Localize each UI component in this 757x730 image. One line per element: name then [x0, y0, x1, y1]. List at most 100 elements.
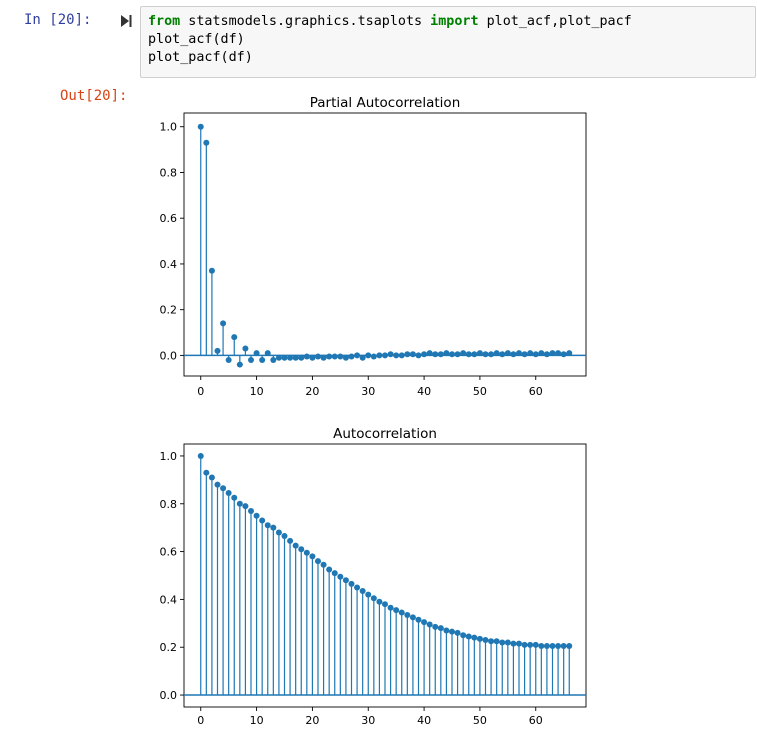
pacf-point-lag-64 — [555, 350, 562, 357]
acf-point-lag-41 — [426, 621, 433, 628]
pacf-point-lag-9 — [248, 356, 254, 363]
pacf-ytick-label-3: 0.6 — [160, 212, 178, 225]
acf-point-lag-15 — [281, 533, 288, 540]
pacf-point-lag-57 — [516, 350, 522, 357]
pacf-point-lag-16 — [287, 354, 294, 361]
pacf-point-lag-24 — [331, 353, 338, 360]
acf-ytick-label-3: 0.6 — [160, 546, 178, 559]
acf-ytick-label-5: 1.0 — [160, 450, 178, 463]
pacf-point-lag-33 — [382, 352, 388, 359]
pacf-point-lag-4 — [220, 320, 227, 327]
acf-point-lag-36 — [398, 609, 405, 616]
acf-point-lag-39 — [415, 616, 422, 623]
keyword-from: from — [148, 14, 181, 29]
pacf-point-lag-21 — [315, 353, 321, 360]
acf-point-lag-43 — [437, 625, 444, 632]
acf-point-lag-13 — [270, 524, 277, 531]
imported-names: plot_acf,plot_pacf — [478, 14, 632, 29]
acf-point-lag-38 — [409, 614, 416, 621]
acf-point-lag-26 — [342, 577, 349, 584]
acf-point-lag-45 — [449, 628, 455, 635]
pacf-point-lag-61 — [538, 350, 545, 357]
acf-point-lag-29 — [359, 588, 366, 595]
pacf-point-lag-55 — [504, 350, 511, 357]
acf-xtick-label-60: 60 — [529, 714, 543, 727]
pacf-xtick-label-20: 20 — [305, 385, 319, 398]
pacf-point-lag-20 — [309, 354, 316, 361]
pacf-point-lag-7 — [236, 361, 243, 368]
acf-xtick-label-50: 50 — [473, 714, 487, 727]
output-prompt: Out[20]: — [60, 88, 128, 104]
pacf-point-lag-35 — [393, 352, 400, 359]
pacf-point-lag-2 — [208, 267, 215, 274]
acf-point-lag-22 — [320, 561, 327, 568]
pacf-point-lag-5 — [225, 356, 232, 363]
acf-ytick-label-4: 0.8 — [160, 498, 178, 511]
acf-point-lag-55 — [504, 639, 511, 646]
pacf-chart-title: Partial Autocorrelation — [310, 95, 461, 111]
acf-point-lag-9 — [248, 507, 254, 514]
pacf-ytick-label-1: 0.2 — [160, 304, 178, 317]
code-editor[interactable]: from statsmodels.graphics.tsaplots impor… — [140, 6, 756, 78]
acf-chart-title: Autocorrelation — [333, 426, 437, 442]
pacf-point-lag-38 — [409, 351, 416, 358]
pacf-point-lag-52 — [488, 351, 495, 358]
acf-point-lag-3 — [214, 481, 221, 488]
acf-axes-frame — [183, 443, 587, 708]
pacf-point-lag-51 — [482, 351, 489, 358]
pacf-point-lag-0 — [197, 123, 204, 130]
acf-point-lag-27 — [348, 580, 355, 587]
pacf-xtick-label-60: 60 — [529, 385, 543, 398]
pacf-point-lag-44 — [443, 350, 450, 357]
acf-point-lag-57 — [516, 640, 522, 647]
acf-point-lag-48 — [465, 633, 472, 640]
pacf-point-lag-19 — [303, 353, 310, 360]
acf-point-lag-19 — [303, 549, 310, 556]
acf-point-lag-65 — [560, 643, 567, 650]
pacf-xtick-label-40: 40 — [417, 385, 431, 398]
acf-point-lag-2 — [208, 474, 215, 481]
acf-ytick-label-2: 0.4 — [160, 593, 178, 606]
pacf-point-lag-18 — [298, 354, 305, 361]
pacf-point-lag-10 — [253, 350, 260, 357]
acf-xtick-label-0: 0 — [197, 714, 204, 727]
pacf-point-lag-45 — [449, 351, 455, 358]
acf-point-lag-49 — [471, 634, 478, 641]
pacf-xtick-label-0: 0 — [197, 385, 204, 398]
acf-point-lag-51 — [482, 637, 489, 644]
pacf-point-lag-36 — [398, 352, 405, 359]
pacf-point-lag-65 — [560, 351, 567, 358]
pacf-point-lag-39 — [415, 352, 422, 359]
acf-point-lag-14 — [275, 529, 282, 536]
acf-point-lag-52 — [488, 638, 495, 645]
pacf-xtick-label-10: 10 — [250, 385, 264, 398]
pacf-point-lag-62 — [543, 351, 550, 358]
acf-point-lag-34 — [387, 604, 394, 611]
acf-point-lag-12 — [264, 522, 271, 529]
acf-point-lag-63 — [549, 643, 556, 650]
pacf-point-lag-60 — [532, 351, 539, 358]
pacf-point-lag-41 — [426, 350, 433, 357]
pacf-point-lag-49 — [471, 351, 478, 358]
acf-point-lag-42 — [432, 623, 439, 630]
run-cell-icon[interactable] — [120, 14, 132, 28]
pacf-point-lag-37 — [404, 351, 411, 358]
pacf-point-lag-14 — [275, 354, 282, 361]
pacf-point-lag-56 — [510, 351, 517, 358]
acf-point-lag-30 — [365, 591, 372, 598]
acf-point-lag-47 — [460, 632, 467, 639]
pacf-xtick-label-50: 50 — [473, 385, 487, 398]
pacf-xtick-label-30: 30 — [361, 385, 375, 398]
pacf-point-lag-42 — [432, 351, 439, 358]
acf-xtick-label-40: 40 — [417, 714, 431, 727]
acf-point-lag-25 — [337, 573, 344, 580]
acf-point-lag-17 — [292, 542, 299, 549]
acf-point-lag-54 — [499, 639, 506, 646]
acf-point-lag-23 — [326, 566, 333, 573]
acf-point-lag-32 — [376, 598, 383, 605]
acf-point-lag-10 — [253, 512, 260, 519]
acf-xtick-label-20: 20 — [305, 714, 319, 727]
acf-point-lag-53 — [493, 638, 500, 645]
